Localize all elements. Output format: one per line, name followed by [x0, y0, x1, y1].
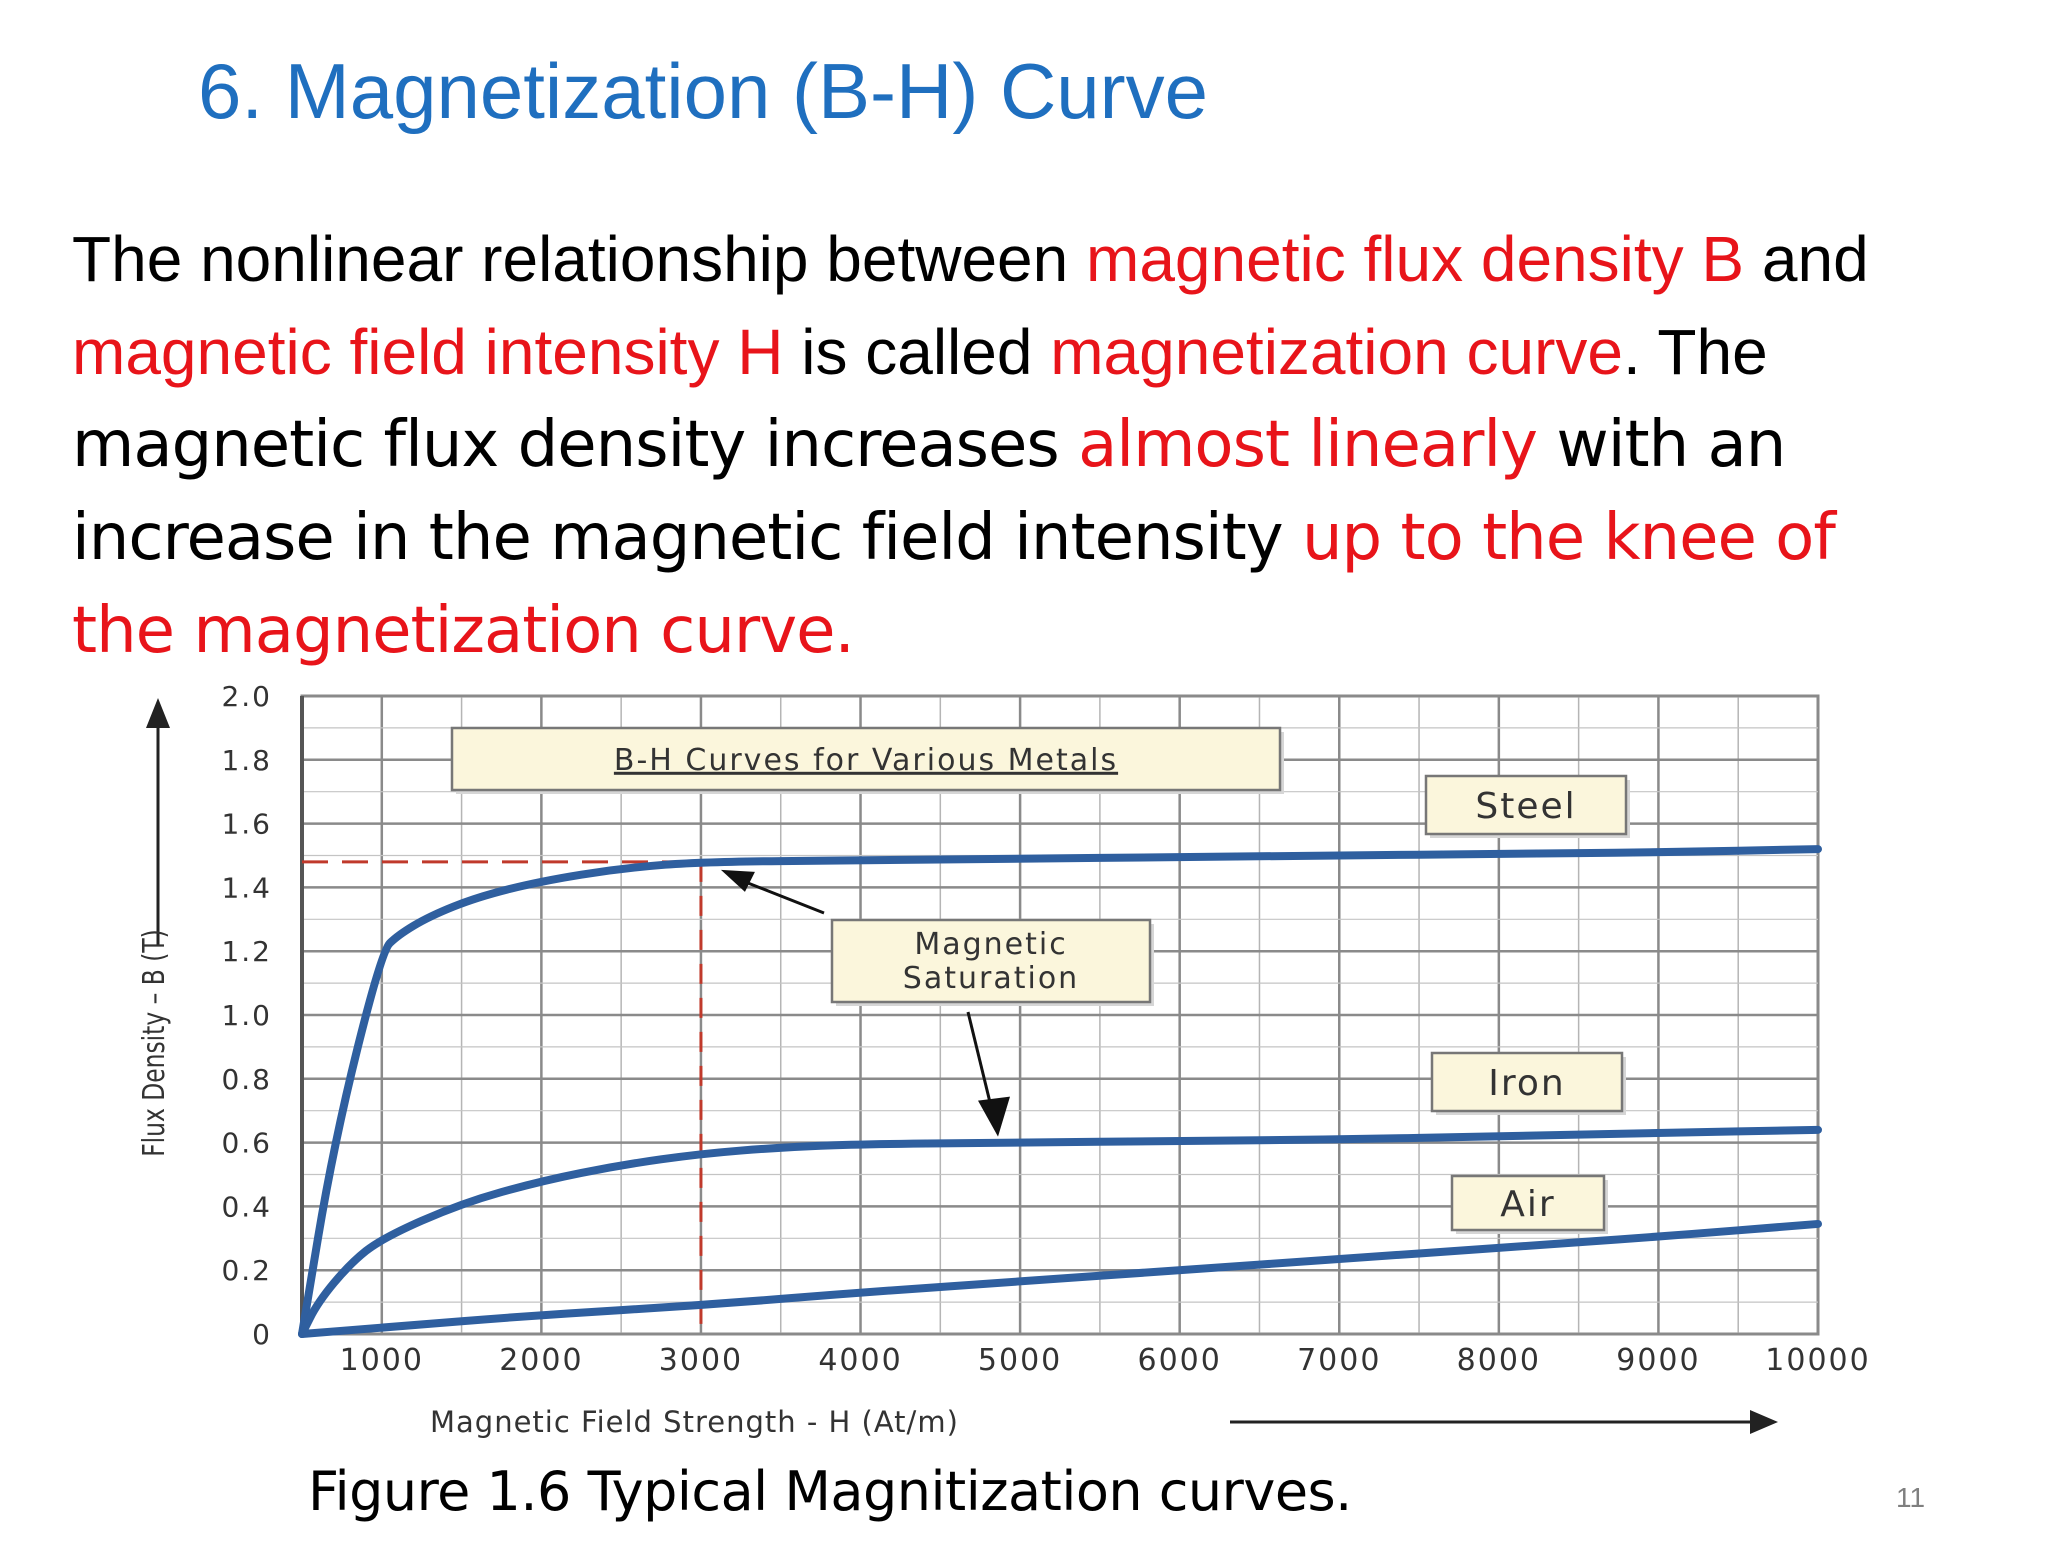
- bh-chart: 1000 2000 3000 4000 5000 6000 7000 8000 9000 1000…: [130, 668, 1890, 1448]
- saturation-arrow-lower: [966, 1011, 994, 1111]
- highlight-text: magnetic flux density B: [1086, 223, 1745, 295]
- x-tick-label: 4000: [818, 1343, 902, 1378]
- series-label-steel-box: [1424, 774, 1628, 836]
- paragraph-line-3: magnetic flux density increases almost l…: [72, 408, 1786, 482]
- paragraph-line-1: The nonlinear relationship between magne…: [72, 222, 1869, 296]
- y-tick-label: 1.6: [221, 808, 272, 841]
- paragraph-line-2: magnetic field intensity H is called mag…: [72, 315, 1768, 389]
- saturation-arrow-upper: [734, 876, 825, 915]
- text-run: magnetic flux density increases: [72, 408, 1079, 482]
- page-number: 11: [1896, 1482, 1926, 1513]
- x-tick-label: 6000: [1138, 1343, 1222, 1378]
- x-tick-label: 2000: [499, 1343, 583, 1378]
- highlight-text: almost linearly: [1078, 408, 1538, 482]
- annotations: B-H Curves for Various Metals Steel Iron Ai…: [450, 726, 1630, 1234]
- y-tick-label: 1.2: [221, 935, 272, 968]
- x-tick-label: 7000: [1297, 1343, 1381, 1378]
- chart-title-text: B-H Curves for Various Metals: [614, 743, 1118, 778]
- saturation-markers: [302, 860, 703, 1334]
- text-run: with an: [1537, 408, 1786, 482]
- text-run: The nonlinear relationship between: [72, 223, 1086, 295]
- x-tick-label: 10000: [1765, 1343, 1870, 1378]
- series-line-air: [298, 1219, 1822, 1338]
- series-label-iron-box: [1430, 1051, 1624, 1113]
- text-run: . The: [1622, 316, 1768, 388]
- saturation-box: [830, 918, 1152, 1004]
- series-label-steel-text: Steel: [1475, 786, 1576, 827]
- highlight-text: the magnetization curve.: [72, 594, 855, 668]
- saturation-label-line1: Magnetic: [914, 927, 1067, 962]
- y-tick-label: 2.0: [221, 680, 272, 713]
- slide-title: 6. Magnetization (B-H) Curve: [198, 47, 1209, 135]
- x-tick-label: 9000: [1616, 1343, 1700, 1378]
- series-lines: [298, 845, 1822, 1338]
- bh-chart-svg: 1000 2000 3000 4000 5000 6000 7000 8000 9000 1000…: [137, 680, 1870, 1439]
- text-run: increase in the magnetic field intensity: [72, 501, 1302, 575]
- x-tick-label: 8000: [1457, 1343, 1541, 1378]
- highlight-text: up to the knee of: [1301, 501, 1836, 575]
- x-axis-arrowhead: [1750, 1410, 1778, 1434]
- highlight-text: magnetization curve: [1050, 316, 1623, 388]
- figure-caption: Figure 1.6 Typical Magnitization curves.: [308, 1460, 1352, 1523]
- series-line-steel: [298, 845, 1822, 1338]
- series-label-air-text: Air: [1500, 1184, 1555, 1225]
- paragraph-line-5: the magnetization curve.: [72, 594, 855, 668]
- chart-title-box: [450, 726, 1282, 792]
- axes: [146, 696, 1778, 1434]
- saturation-label-line2: Saturation: [903, 961, 1079, 996]
- y-axis-arrowhead: [146, 698, 170, 728]
- series-label-iron-text: Iron: [1488, 1063, 1565, 1104]
- y-tick-label: 0.2: [221, 1254, 272, 1287]
- text-run: is called: [783, 316, 1051, 388]
- x-axis-label: Magnetic Field Strength - H (At/m): [430, 1405, 959, 1439]
- y-tick-label: 0: [252, 1318, 272, 1351]
- y-tick-label: 0.6: [221, 1127, 272, 1160]
- y-axis-label: Flux Density – B (T): [137, 929, 172, 1157]
- y-tick-label: 1.4: [221, 871, 272, 904]
- tick-labels: 1000 2000 3000 4000 5000 6000 7000 8000 9000 1000…: [137, 680, 1870, 1439]
- x-tick-label: 3000: [659, 1343, 743, 1378]
- y-tick-label: 0.8: [221, 1063, 272, 1096]
- x-tick-label: 5000: [978, 1343, 1062, 1378]
- text-run: and: [1744, 223, 1869, 295]
- y-tick-label: 0.4: [221, 1190, 272, 1223]
- series-label-air-box: [1450, 1174, 1606, 1232]
- saturation-arrowhead-upper: [720, 869, 755, 892]
- series-line-iron: [298, 1125, 1822, 1338]
- y-tick-label: 1.8: [221, 744, 272, 777]
- x-tick-label: 1000: [340, 1343, 424, 1378]
- y-tick-label: 1.0: [221, 999, 272, 1032]
- saturation-arrowhead-lower: [978, 1096, 1010, 1137]
- paragraph-line-4: increase in the magnetic field intensity…: [72, 501, 1836, 575]
- highlight-text: magnetic field intensity H: [72, 316, 784, 388]
